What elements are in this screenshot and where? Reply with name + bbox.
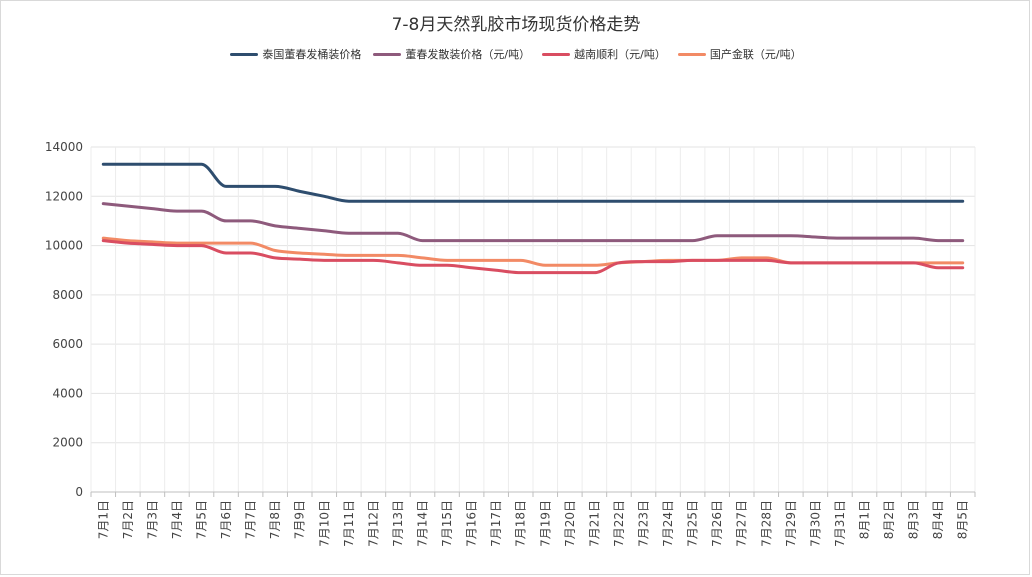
- y-tick-label: 0: [75, 485, 83, 499]
- x-tick-label: 7月17日: [489, 500, 503, 547]
- x-tick-label: 7月30日: [808, 500, 822, 547]
- x-tick-label: 7月3日: [145, 500, 159, 539]
- x-tick-label: 7月28日: [759, 500, 773, 547]
- legend-item[interactable]: 泰国董春发桶装价格: [230, 46, 361, 62]
- x-tick-label: 7月15日: [440, 500, 454, 547]
- x-tick-label: 8月1日: [858, 500, 872, 539]
- grid-lines: [90, 146, 976, 493]
- x-tick-label: 7月1日: [96, 500, 110, 539]
- x-tick-label: 7月19日: [538, 500, 552, 547]
- chart-title: 7-8月天然乳胶市场现货价格走势: [391, 15, 641, 35]
- legend-swatch: [230, 52, 259, 56]
- x-tick-label: 7月11日: [342, 500, 356, 547]
- x-tick-label: 7月7日: [244, 500, 258, 539]
- legend-item[interactable]: 国产金联（元/吨）: [677, 46, 802, 62]
- chart-legend[interactable]: 泰国董春发桶装价格 董春发散装价格（元/吨） 越南顺利（元/吨） 国产金联（元/吨）: [0, 46, 1032, 62]
- legend-swatch: [677, 52, 706, 56]
- legend-label: 董春发散装价格（元/吨）: [405, 48, 531, 61]
- x-tick-label: 7月16日: [465, 500, 479, 547]
- y-tick-label: 6000: [52, 337, 83, 351]
- y-axis: 0 2000 4000 6000 8000 10000 12000 14000: [45, 140, 83, 499]
- x-tick-label: 7月8日: [268, 500, 282, 539]
- x-tick-label: 7月29日: [784, 500, 798, 547]
- series-line-1: [101, 162, 965, 203]
- x-tick-label: 8月4日: [931, 500, 945, 539]
- x-tick-label: 7月26日: [710, 500, 724, 547]
- series-line-3: [101, 239, 965, 275]
- x-tick-label: 7月2日: [121, 500, 135, 539]
- legend-swatch: [542, 52, 571, 56]
- x-tick-label: 7月27日: [735, 500, 749, 547]
- x-tick-label: 8月5日: [956, 500, 970, 539]
- x-tick-label: 7月21日: [587, 500, 601, 547]
- x-tick-label: 8月2日: [882, 500, 896, 539]
- x-tick-label: 7月10日: [317, 500, 331, 547]
- legend-label: 国产金联（元/吨）: [709, 48, 802, 61]
- x-tick-label: 7月22日: [612, 500, 626, 547]
- legend-item[interactable]: 越南顺利（元/吨）: [542, 46, 666, 62]
- x-tick-label: 7月9日: [293, 500, 307, 539]
- x-tick-label: 8月3日: [907, 500, 921, 539]
- y-tick-label: 10000: [45, 239, 83, 253]
- x-tick-label: 7月4日: [170, 500, 184, 539]
- y-tick-label: 12000: [45, 189, 83, 203]
- x-axis: 7月1日 7月2日 7月3日 7月4日 7月5日 7月6日 7月7日 7月8日 7月9日 7月10…: [90, 491, 976, 547]
- x-tick-label: 7月25日: [686, 500, 700, 547]
- x-tick-label: 7月23日: [637, 500, 651, 547]
- legend-label: 泰国董春发桶装价格: [262, 48, 362, 61]
- x-tick-label: 7月13日: [391, 500, 405, 547]
- series-lines: [101, 162, 965, 275]
- y-tick-label: 14000: [45, 140, 83, 154]
- x-tick-label: 7月20日: [563, 500, 577, 547]
- x-tick-label: 7月5日: [195, 500, 209, 539]
- y-tick-label: 2000: [52, 436, 83, 450]
- x-tick-label: 7月12日: [366, 500, 380, 547]
- legend-swatch: [373, 52, 402, 56]
- x-tick-label: 7月31日: [833, 500, 847, 547]
- series-line-2: [101, 202, 965, 243]
- legend-label: 越南顺利（元/吨）: [574, 48, 666, 61]
- legend-item[interactable]: 董春发散装价格（元/吨）: [373, 46, 530, 62]
- y-tick-label: 8000: [52, 288, 83, 302]
- y-tick-label: 4000: [52, 386, 83, 400]
- x-tick-label: 7月14日: [416, 500, 430, 547]
- x-tick-label: 7月6日: [219, 500, 233, 539]
- x-tick-label: 7月24日: [661, 500, 675, 547]
- x-tick-label: 7月18日: [514, 500, 528, 547]
